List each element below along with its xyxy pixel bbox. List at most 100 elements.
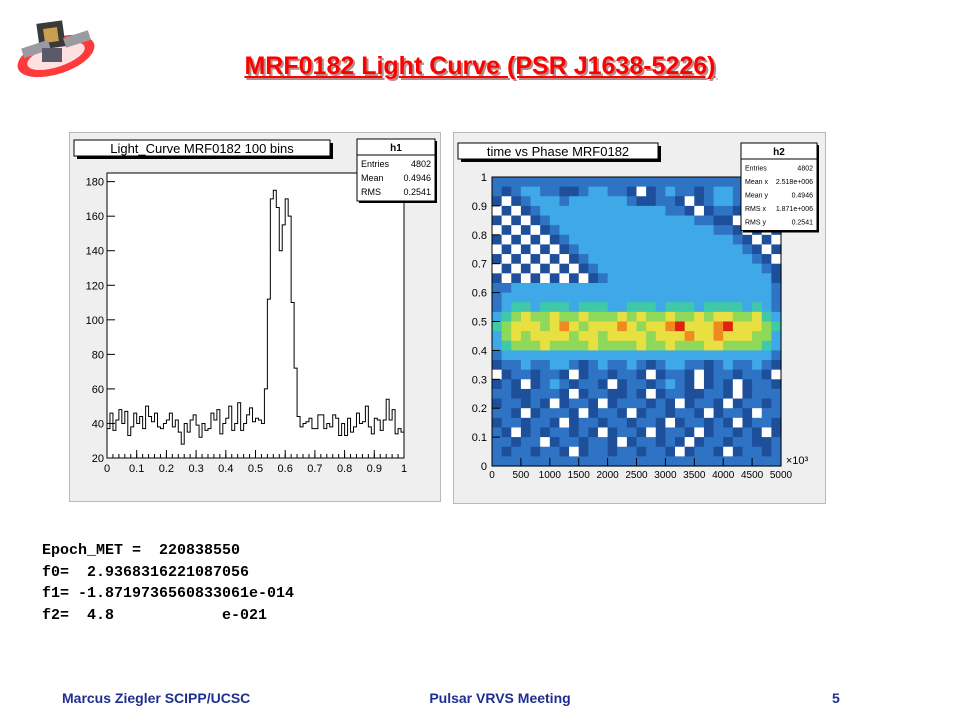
heatmap-cell [511,437,522,448]
heatmap-cell [588,417,599,429]
heatmap-cell [752,369,763,380]
heatmap-cell [569,254,580,265]
heatmap-cell [636,417,647,429]
heatmap-cell [559,254,570,265]
heatmap-cell [588,263,599,274]
heatmap-cell [549,225,561,236]
heatmap-cell [549,254,561,265]
heatmap-cell [742,302,753,313]
heatmap-cell [501,398,512,409]
heatmap-cell [559,225,570,236]
heatmap-cell [492,254,503,265]
heatmap-cell [569,321,580,332]
x-tick-label: 2500 [625,470,648,481]
heatmap-cell [607,398,618,409]
heatmap-cell [675,282,686,294]
param-epoch: Epoch_MET = 220838550 [42,542,241,559]
heatmap-cell [713,388,724,400]
heatmap-cell [684,350,695,361]
heatmap-cell [626,273,638,284]
heatmap-cell [723,292,734,303]
heatmap-cell [646,398,657,409]
heatmap-cell [636,360,647,371]
heatmap-cell [511,302,522,313]
heatmap-cell [597,292,609,303]
heatmap-cell [578,321,589,332]
heatmap-cell [597,350,609,361]
heatmap-cell [675,311,686,323]
stats-value: 0.4946 [403,173,431,183]
heatmap-cell [626,225,638,236]
heatmap-cell [626,379,638,390]
heatmap-cell [771,369,782,380]
heatmap-cell [771,340,782,351]
heatmap-cell [607,417,618,429]
heatmap-cell [703,437,715,448]
heatmap-cell [665,254,676,265]
heatmap-cell [752,446,763,457]
heatmap-cell [626,360,638,371]
heatmap-cell [713,369,724,380]
heatmap-cell [703,340,715,351]
heatmap-cell [607,186,618,197]
heatmap-cell [761,254,772,265]
heatmap-cell [617,369,628,380]
heatmap-cell [520,408,532,419]
heatmap-cell [742,408,753,419]
heatmap-cell [742,388,753,400]
time-vs-phase-panel: time vs Phase MRF0182 h2 Entries 4802 Mean x… [453,132,826,504]
heatmap-cell [665,282,676,294]
heatmap-cell [501,254,512,265]
heatmap-cell [655,369,666,380]
heatmap-cell [607,360,618,371]
param-f1: f1= -1.8719736560833061e-014 [42,585,295,602]
heatmap-cell [655,340,666,351]
heatmap-cell [511,215,522,226]
heatmap-cell [597,196,609,207]
heatmap-cell [675,360,686,371]
heatmap-cell [694,225,705,236]
x-tick-label: 5000 [770,470,793,481]
heatmap-cell [501,311,512,323]
heatmap-cell [636,263,647,274]
stats-label: Mean x [745,179,768,186]
heatmap-cell [713,437,724,448]
heatmap-cell [617,350,628,361]
heatmap-cell [597,398,609,409]
heatmap-cell [771,273,782,284]
heatmap-cell [761,408,772,419]
heatmap-cell [646,177,657,188]
heatmap-cell [530,254,541,265]
heatmap-cell [732,321,744,332]
heatmap-cell [492,273,503,284]
x-tick-label: 0.9 [367,463,382,475]
heatmap-cell [597,388,609,400]
heatmap-cell [703,369,715,380]
heatmap-cell [559,417,570,429]
heatmap-cell [511,369,522,380]
heatmap-cell [617,456,628,467]
heatmap-cell [530,205,541,217]
heatmap-cell [742,311,753,323]
heatmap-cell [684,282,695,294]
heatmap-cell [511,311,522,323]
heatmap-cell [617,302,628,313]
heatmap-cell [713,427,724,438]
heatmap-cell [492,292,503,303]
heatmap-cell [636,234,647,246]
stats-label: Entries [361,159,390,169]
stats-label: Mean y [745,193,768,200]
heatmap-cell [549,331,561,342]
heatmap-cell [607,292,618,303]
heatmap-cell [665,205,676,217]
heatmap-cell [723,263,734,274]
heatmap-cell [771,360,782,371]
heatmap-cell [655,196,666,207]
heatmap-cell [732,177,744,188]
heatmap-cell [511,244,522,255]
heatmap-cell [703,177,715,188]
heatmap-cell [520,331,532,342]
heatmap-cell [588,234,599,246]
heatmap-cell [665,234,676,246]
heatmap-cell [530,388,541,400]
